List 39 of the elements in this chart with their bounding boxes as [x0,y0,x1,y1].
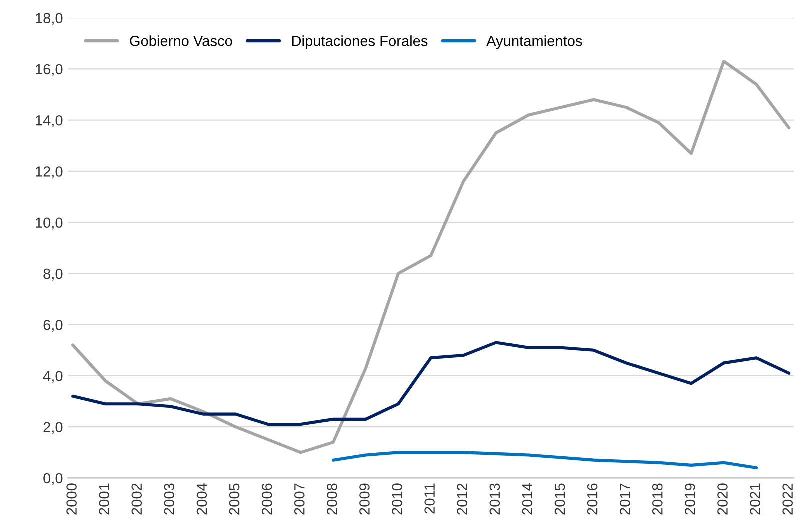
y-tick-label: 2,0 [44,422,63,434]
line-series [332,451,758,470]
x-tick-label: 2020 [718,484,728,515]
y-tick-label: 16,0 [36,64,63,76]
x-tick-label: 2018 [652,484,663,515]
y-tick-label: 18,0 [36,13,63,26]
x-tick-label: 2011 [424,484,435,514]
x-tick-label: 2015 [554,484,566,515]
x-tick-label: 2009 [360,484,370,515]
x-tick-label: 2013 [490,484,500,515]
x-tick-label: 2005 [229,484,240,515]
x-tick-label: 2000 [66,484,77,515]
line-series [72,60,791,454]
legend-label: Ayuntamientos [486,36,582,50]
x-tick-label: 2002 [132,484,142,515]
x-tick-label: 2019 [685,484,696,515]
x-tick-label: 2008 [327,484,338,515]
line-series [72,341,791,426]
y-tick-label: 6,0 [44,320,63,332]
x-tick-label: 2014 [522,484,533,515]
legend-label: Diputaciones Forales [292,36,428,50]
y-tick-label: 14,0 [36,115,63,128]
y-tick-label: 12,0 [36,166,63,179]
x-tick-label: 2003 [164,484,175,515]
x-tick-label: 2021 [750,484,760,515]
y-tick-label: 8,0 [44,268,63,281]
legend-label: Gobierno Vasco [130,36,232,46]
x-tick-label: 2022 [782,484,794,515]
x-tick-label: 2007 [294,484,305,515]
y-tick-label: 0,0 [44,473,63,486]
x-tick-label: 2004 [196,484,208,515]
x-tick-label: 2006 [262,484,272,515]
x-tick-label: 2016 [587,484,598,515]
x-tick-label: 2017 [620,484,630,515]
x-tick-label: 2010 [392,484,402,515]
y-tick-label: 4,0 [43,371,63,384]
y-tick-label: 10,0 [36,218,63,230]
x-tick-label: 2012 [457,484,468,515]
x-tick-label: 2001 [99,484,110,515]
